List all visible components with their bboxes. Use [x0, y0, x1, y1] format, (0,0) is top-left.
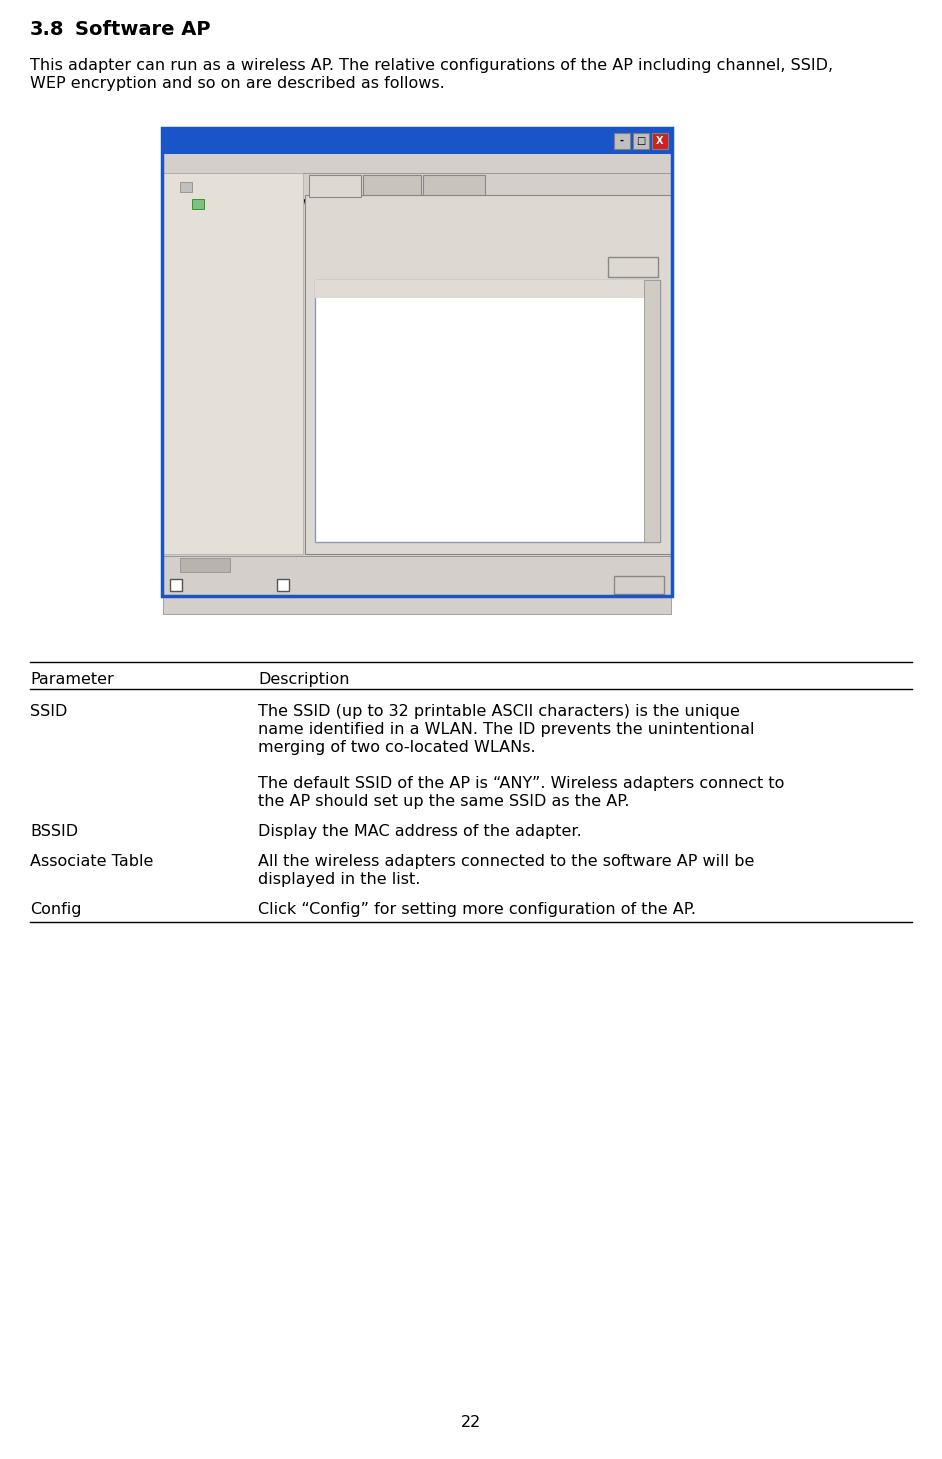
- Text: Ready: Ready: [170, 600, 204, 608]
- Text: >: >: [658, 557, 667, 568]
- Text: Statistics: Statistics: [429, 178, 479, 188]
- Text: -: -: [620, 136, 624, 146]
- Text: General: General: [313, 178, 357, 188]
- Bar: [192, 198, 204, 209]
- Text: the AP should set up the same SSID as the AP.: the AP should set up the same SSID as th…: [258, 794, 629, 808]
- Text: Refresh: Refresh: [170, 158, 212, 166]
- Text: □: □: [637, 136, 645, 146]
- Text: Associate Table: Associate Table: [30, 854, 154, 870]
- Bar: [309, 175, 361, 197]
- Text: Realtek RTL8185 Wir: Realtek RTL8185 Wir: [206, 198, 321, 209]
- Text: merging of two co-located WLANs.: merging of two co-located WLANs.: [258, 740, 536, 754]
- Text: X: X: [657, 136, 664, 146]
- Text: −: −: [172, 181, 183, 194]
- Bar: [162, 128, 672, 595]
- Bar: [633, 133, 649, 149]
- Bar: [163, 556, 671, 573]
- Text: Click “Config” for setting more configuration of the AP.: Click “Config” for setting more configur…: [258, 902, 696, 918]
- Text: name identified in a WLAN. The ID prevents the unintentional: name identified in a WLAN. The ID preven…: [258, 722, 755, 737]
- Bar: [180, 557, 230, 572]
- Bar: [614, 133, 630, 149]
- Text: WEP encryption and so on are described as follows.: WEP encryption and so on are described a…: [30, 76, 445, 90]
- Text: This adapter can run as a wireless AP. The relative configurations of the AP inc: This adapter can run as a wireless AP. T…: [30, 58, 833, 73]
- Bar: [423, 175, 485, 196]
- Text: Auth Type: Auth Type: [495, 282, 550, 292]
- Bar: [608, 257, 658, 277]
- Text: 22: 22: [461, 1415, 481, 1430]
- Text: REALTEK Wireless LAN - RtWLAN: REALTEK Wireless LAN - RtWLAN: [184, 133, 400, 146]
- Text: My Computer: My Computer: [194, 182, 274, 196]
- Bar: [170, 579, 182, 591]
- Text: Close: Close: [623, 579, 655, 592]
- Text: 3.8: 3.8: [30, 20, 64, 39]
- Bar: [162, 128, 672, 155]
- Text: Radio Off: Radio Off: [291, 579, 346, 592]
- Bar: [277, 579, 289, 591]
- Text: Software AP: Software AP: [75, 20, 210, 39]
- Text: Config: Config: [30, 902, 82, 918]
- Text: Advanced: Advanced: [365, 178, 419, 188]
- Text: All the wireless adapters connected to the software AP will be: All the wireless adapters connected to t…: [258, 854, 755, 870]
- Text: displayed in the list.: displayed in the list.: [258, 872, 420, 887]
- Text: The default SSID of the AP is “ANY”. Wireless adapters connect to: The default SSID of the AP is “ANY”. Wir…: [258, 776, 785, 791]
- Bar: [305, 196, 671, 554]
- Bar: [163, 595, 671, 614]
- Text: Help(H): Help(H): [310, 158, 352, 166]
- Bar: [652, 133, 668, 149]
- Text: Show Tray Icon: Show Tray Icon: [184, 579, 272, 592]
- Text: <: <: [170, 557, 179, 568]
- Text: SSID:: SSID:: [336, 217, 370, 231]
- Bar: [363, 175, 421, 196]
- Bar: [162, 174, 672, 556]
- Text: Description: Description: [258, 673, 349, 687]
- Bar: [644, 280, 660, 541]
- Text: ANY: ANY: [377, 217, 402, 231]
- Text: Mode(M): Mode(M): [217, 158, 266, 166]
- Text: Life Time: Life Time: [435, 282, 486, 292]
- Bar: [315, 280, 660, 298]
- Text: ✓: ✓: [171, 579, 180, 589]
- Text: Config: Config: [614, 260, 652, 273]
- Bar: [163, 174, 303, 554]
- Text: Mac Address: Mac Address: [355, 282, 426, 292]
- Text: Parameter: Parameter: [30, 673, 114, 687]
- Bar: [180, 182, 192, 193]
- Text: Display the MAC address of the adapter.: Display the MAC address of the adapter.: [258, 824, 582, 839]
- Bar: [614, 576, 664, 594]
- Text: The SSID (up to 32 printable ASCII characters) is the unique: The SSID (up to 32 printable ASCII chara…: [258, 705, 739, 719]
- Text: 10:E0:4C:81:85:21: 10:E0:4C:81:85:21: [377, 239, 495, 252]
- Text: −: −: [184, 198, 193, 209]
- Text: BSSID: BSSID: [30, 824, 78, 839]
- Bar: [163, 573, 671, 595]
- Text: BSSID:: BSSID:: [328, 239, 370, 252]
- Text: View(V): View(V): [263, 158, 306, 166]
- Text: SSID: SSID: [30, 705, 68, 719]
- Text: Association Table: Association Table: [315, 263, 416, 274]
- Bar: [315, 280, 660, 541]
- Bar: [162, 155, 672, 174]
- Text: AID: AID: [321, 282, 340, 292]
